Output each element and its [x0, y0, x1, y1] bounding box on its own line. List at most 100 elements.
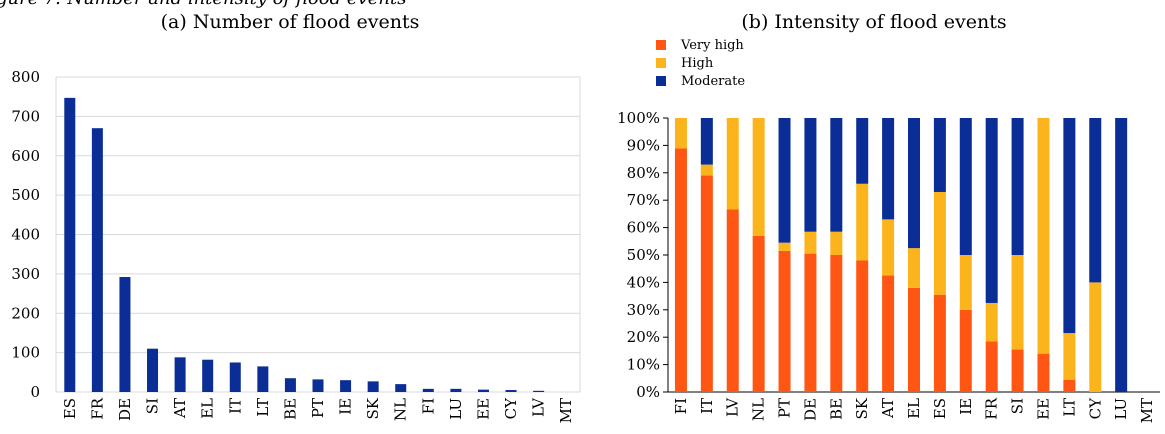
chart-a-x-tick-be: BE — [281, 398, 299, 420]
chart-b-y-tick-80: 80% — [627, 164, 660, 182]
chart-b-bar-ie-high — [959, 255, 972, 310]
chart-b-bar-fr-high — [985, 302, 998, 342]
chart-a-y-tick-300: 300 — [11, 265, 40, 283]
chart-b-bar-sk-very-high — [856, 260, 869, 392]
chart-b-bar-pt-moderate — [778, 118, 791, 243]
chart-a-x-tick-cy: CY — [502, 397, 520, 419]
chart-b-bar-el-very-high — [908, 287, 920, 392]
chart-b-intensity-of-flood-events: (b) Intensity of flood events Very high H… — [617, 11, 1160, 423]
chart-b-bar-fi-very-high — [674, 148, 687, 392]
chart-a-bar-nl — [395, 384, 407, 392]
chart-a-bar-at — [174, 357, 186, 392]
chart-a-y-tick-500: 500 — [11, 186, 40, 204]
chart-b-bar-lt-high — [1063, 333, 1076, 380]
chart-b-legend-label-moderate: Moderate — [681, 74, 745, 89]
chart-b-bar-be-high — [830, 231, 843, 255]
chart-b-x-tick-nl: NL — [750, 398, 768, 421]
chart-b-bar-it-moderate — [700, 118, 713, 165]
chart-a-y-tick-100: 100 — [11, 344, 40, 362]
chart-b-legend-label-high: High — [681, 56, 714, 71]
chart-b-x-tick-be: BE — [827, 398, 845, 420]
chart-a-y-tick-labels: 0 100 200 300 400 500 600 700 800 — [11, 68, 40, 401]
chart-b-title: (b) Intensity of flood events — [741, 11, 1006, 33]
chart-b-bar-es-very-high — [933, 294, 946, 392]
chart-b-y-tick-90: 90% — [627, 136, 660, 154]
chart-a-x-tick-pt: PT — [309, 398, 327, 418]
chart-b-bar-it-very-high — [700, 175, 713, 392]
chart-b-bar-ee-high — [1037, 118, 1050, 354]
chart-b-y-tick-60: 60% — [627, 219, 660, 237]
chart-a-x-tick-de: DE — [116, 398, 134, 421]
chart-a-bar-si — [147, 348, 159, 392]
chart-b-bar-sk-moderate — [856, 118, 869, 184]
chart-b-x-tick-cy: CY — [1086, 397, 1104, 419]
chart-b-bar-lv-high — [726, 118, 739, 210]
chart-a-bar-pt — [312, 379, 324, 392]
chart-a-x-tick-nl: NL — [392, 398, 410, 421]
chart-a-number-of-flood-events: (a) Number of flood events 0 100 200 300 400… — [11, 11, 581, 424]
chart-a-bar-lt — [257, 366, 269, 392]
chart-b-legend-swatch-very-high — [656, 40, 666, 50]
chart-b-bar-de-moderate — [804, 118, 817, 232]
chart-a-x-tick-el: EL — [199, 398, 217, 419]
chart-b-bar-es-moderate — [933, 118, 946, 192]
chart-b-bar-ie-moderate — [959, 118, 972, 255]
chart-a-x-tick-ee: EE — [474, 398, 492, 420]
chart-b-bar-nl-very-high — [752, 235, 765, 392]
chart-b-x-tick-ie: IE — [957, 398, 975, 415]
chart-b-bar-at-high — [882, 219, 895, 276]
chart-b-bar-pt-high — [778, 242, 791, 251]
chart-a-bars — [64, 97, 545, 393]
chart-b-bar-cy-moderate — [1089, 118, 1102, 283]
chart-b-legend-swatch-high — [656, 58, 666, 68]
chart-b-y-tick-100: 100% — [617, 109, 660, 127]
chart-b-x-tick-ee: EE — [1034, 398, 1052, 420]
chart-a-bar-el — [202, 359, 214, 392]
chart-a-bar-cy — [505, 390, 517, 392]
chart-b-x-tick-sk: SK — [853, 397, 871, 419]
chart-b-x-tick-el: EL — [905, 398, 923, 419]
chart-a-y-tick-600: 600 — [11, 147, 40, 165]
chart-a-x-tick-si: SI — [144, 398, 162, 414]
chart-b-bar-es-high — [933, 191, 946, 295]
chart-b-x-tick-fi: FI — [672, 398, 690, 414]
chart-a-y-tick-700: 700 — [11, 107, 40, 125]
chart-a-x-tick-mt: MT — [557, 398, 575, 423]
chart-b-legend-swatch-moderate — [656, 76, 666, 86]
chart-b-bar-lt-moderate — [1063, 118, 1076, 334]
chart-a-y-tick-200: 200 — [11, 304, 40, 322]
chart-b-x-tick-de: DE — [801, 398, 819, 421]
chart-b-x-tick-pt: PT — [776, 398, 794, 418]
chart-a-x-tick-labels: ES FR DE SI AT EL IT LT BE PT IE SK NL FI LU EE CY LV MT — [61, 397, 575, 424]
chart-b-bar-el-high — [908, 248, 920, 288]
chart-b-y-tick-10: 10% — [627, 356, 660, 374]
chart-a-bar-fi — [422, 388, 434, 392]
chart-a-x-tick-ie: IE — [337, 398, 355, 415]
chart-b-bar-sk-high — [856, 183, 869, 261]
chart-b-x-tick-it: IT — [698, 398, 716, 414]
chart-a-bar-sk — [367, 381, 379, 392]
chart-b-bar-si-moderate — [1011, 118, 1024, 255]
chart-b-bar-fr-very-high — [985, 341, 998, 392]
chart-b-y-tick-labels: 0% 10% 20% 30% 40% 50% 60% 70% 80% 90% 100% — [617, 109, 660, 401]
chart-a-gridlines — [55, 76, 581, 393]
chart-a-bar-lu — [450, 388, 462, 392]
chart-a-x-tick-es: ES — [61, 398, 79, 419]
chart-a-x-tick-fi: FI — [419, 398, 437, 414]
chart-b-x-tick-fr: FR — [983, 397, 1001, 419]
chart-b-bar-lv-very-high — [726, 209, 739, 392]
chart-b-legend: Very high High Moderate — [656, 38, 745, 89]
chart-a-y-tick-800: 800 — [11, 68, 40, 86]
chart-a-bar-es — [64, 97, 76, 393]
chart-b-bar-be-very-high — [830, 255, 843, 392]
chart-b-x-tick-lu: LU — [1112, 398, 1130, 420]
chart-b-y-tick-50: 50% — [627, 246, 660, 264]
chart-b-y-tick-70: 70% — [627, 191, 660, 209]
chart-b-x-tick-lv: LV — [724, 397, 742, 417]
chart-b-x-tick-es: ES — [931, 398, 949, 419]
chart-b-bar-de-high — [804, 231, 817, 254]
chart-b-x-tick-mt: MT — [1138, 398, 1156, 423]
chart-a-x-tick-sk: SK — [364, 397, 382, 419]
chart-a-bar-ee — [477, 389, 489, 392]
